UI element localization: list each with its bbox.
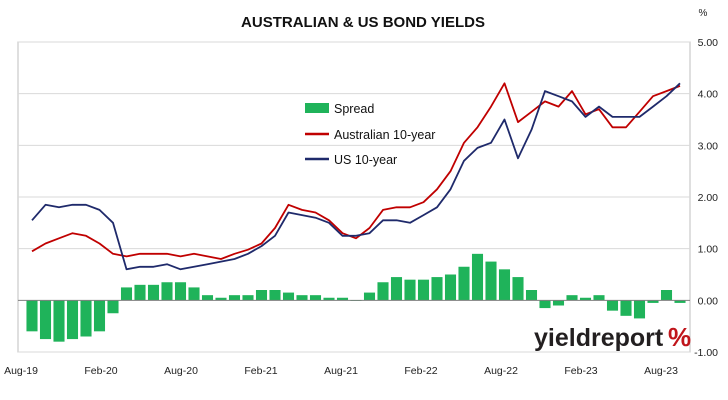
chart-title: AUSTRALIAN & US BOND YIELDS [241, 14, 485, 31]
spread-bar [431, 277, 443, 301]
spread-bar [390, 277, 403, 301]
spread-bar [633, 300, 646, 319]
spread-bar [242, 295, 254, 301]
spread-bar [620, 300, 632, 316]
spread-bar [579, 297, 592, 301]
spread-bar [458, 266, 470, 301]
spread-bar [674, 300, 686, 303]
spread-bar [255, 290, 268, 301]
yieldreport-logo: yieldreport % [534, 322, 691, 352]
spread-bar [188, 287, 200, 301]
legend-label: US 10-year [334, 153, 397, 167]
spread-bar [269, 290, 281, 301]
y-tick-label: 2.00 [698, 192, 719, 204]
spread-bar [539, 300, 551, 309]
x-tick-label: Aug-21 [324, 365, 358, 377]
spread-bar [26, 300, 38, 332]
spread-bar [134, 284, 146, 301]
legend-swatch-spread [305, 103, 329, 113]
legend-label: Australian 10-year [334, 128, 435, 142]
spread-bar [525, 290, 538, 301]
x-axis-ticks: Aug-19 Feb-20 Aug-20 Feb-21 Aug-21 Feb-22 Aug-… [4, 365, 678, 377]
x-tick-label: Feb-21 [244, 365, 277, 377]
spread-bar [404, 279, 416, 301]
y-tick-label: 4.00 [698, 89, 719, 101]
legend-label: Spread [334, 102, 374, 116]
spread-bar [66, 300, 79, 340]
x-tick-label: Aug-20 [164, 365, 198, 377]
spread-bar [647, 300, 659, 303]
spread-bar [377, 282, 389, 301]
spread-bars [26, 253, 686, 342]
spread-bar [363, 292, 376, 301]
x-tick-label: Aug-23 [644, 365, 678, 377]
spread-bar [80, 300, 92, 337]
spread-bar [323, 297, 335, 301]
spread-bar [606, 300, 619, 311]
legend: Spread Australian 10-year US 10-year [305, 102, 435, 167]
spread-bar [485, 261, 497, 301]
x-tick-label: Feb-20 [84, 365, 117, 377]
spread-bar [296, 295, 308, 301]
spread-bar [174, 282, 187, 301]
spread-bar [215, 297, 227, 301]
spread-bar [512, 277, 524, 301]
y-tick-label: 3.00 [698, 140, 719, 152]
spread-bar [444, 274, 457, 301]
spread-bar [417, 279, 430, 301]
spread-bar [660, 290, 673, 301]
logo-percent-symbol: % [668, 322, 691, 352]
x-tick-label: Aug-22 [484, 365, 518, 377]
spread-bar [53, 300, 65, 342]
spread-bar [201, 295, 214, 301]
spread-bar [161, 282, 173, 301]
logo-wordmark: yieldreport [534, 324, 664, 352]
gridlines [18, 41, 690, 353]
y-tick-label: 0.00 [698, 295, 719, 307]
spread-bar [107, 300, 119, 314]
spread-bar [552, 300, 565, 306]
x-tick-label: Feb-22 [404, 365, 437, 377]
us-10y-line [31, 82, 681, 271]
y-tick-label: 5.00 [698, 37, 719, 49]
spread-bar [566, 295, 578, 301]
y-unit-label: % [699, 8, 708, 19]
spread-bar [147, 284, 160, 301]
yield-lines [31, 82, 681, 271]
spread-bar [228, 295, 241, 301]
spread-bar [593, 295, 605, 301]
spread-bar [282, 292, 295, 301]
spread-bar [39, 300, 52, 340]
spread-bar [471, 253, 484, 301]
y-tick-label: 1.00 [698, 244, 719, 256]
australian-10y-line [31, 82, 681, 260]
spread-bar [120, 287, 133, 301]
spread-bar [498, 269, 511, 301]
x-tick-label: Feb-23 [564, 365, 597, 377]
spread-bar [93, 300, 106, 332]
y-tick-label: -1.00 [694, 347, 718, 359]
x-tick-label: Aug-19 [4, 365, 38, 377]
y-axis-ticks: 5.00 4.00 3.00 2.00 1.00 0.00 -1.00 [694, 37, 718, 359]
spread-bar [336, 297, 349, 301]
spread-bar [309, 295, 322, 301]
